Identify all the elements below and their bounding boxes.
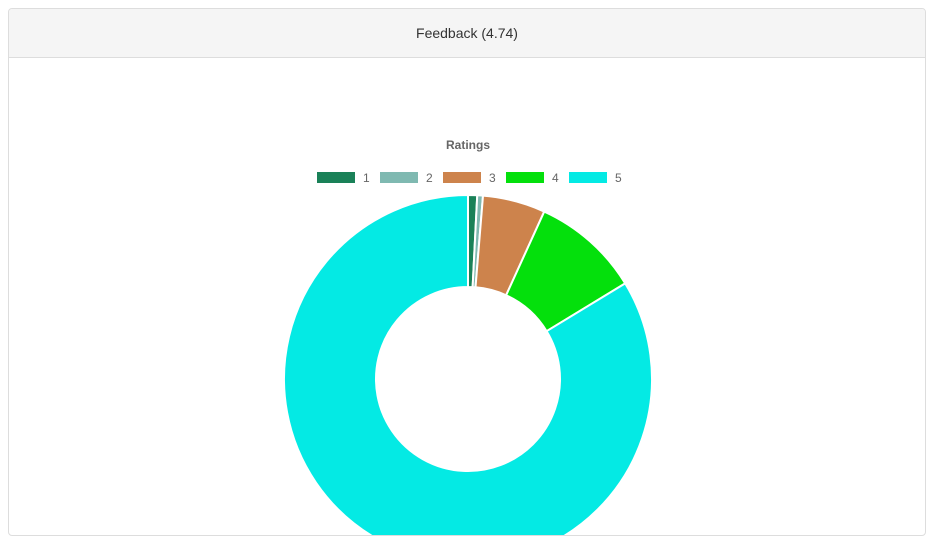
chart-legend: 1 2 3 4 5	[317, 171, 622, 185]
chart-title: Ratings	[446, 138, 490, 152]
panel-body: Ratings 1 2 3 4 5	[9, 58, 925, 536]
legend-swatch-4[interactable]	[506, 172, 544, 183]
panel-heading: Feedback (4.74)	[9, 9, 925, 58]
feedback-panel: Feedback (4.74) Ratings 1 2 3 4 5	[8, 8, 926, 536]
legend-label-4[interactable]: 4	[552, 171, 559, 185]
legend-swatch-2[interactable]	[380, 172, 418, 183]
slice-rating-5[interactable]	[283, 193, 653, 536]
legend-label-2[interactable]: 2	[426, 171, 433, 185]
legend-label-5[interactable]: 5	[615, 171, 622, 185]
chart-slices	[283, 193, 653, 536]
legend-swatch-1[interactable]	[317, 172, 355, 183]
legend-label-3[interactable]: 3	[489, 171, 496, 185]
legend-label-1[interactable]: 1	[363, 171, 370, 185]
legend-swatch-3[interactable]	[443, 172, 481, 183]
legend-swatch-5[interactable]	[569, 172, 607, 183]
panel-title: Feedback (4.74)	[416, 25, 518, 41]
ratings-doughnut-chart: Ratings 1 2 3 4 5	[283, 138, 653, 536]
